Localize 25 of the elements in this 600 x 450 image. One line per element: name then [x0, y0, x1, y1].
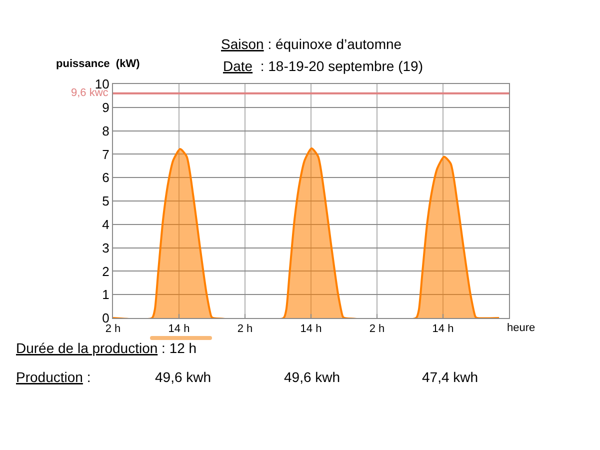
x-tick-label: 2 h: [105, 323, 121, 336]
y-tick-label: 8: [102, 123, 110, 138]
x-tick-label: 2 h: [237, 323, 253, 336]
y-tick-label: 5: [102, 194, 110, 209]
y-tick-label: 9: [102, 100, 110, 115]
y-tick-label: 6: [102, 170, 110, 186]
y-tick-label: 2: [102, 264, 110, 279]
text: 49,6 kwh: [284, 369, 340, 385]
x-tick-label: 2 h: [369, 323, 385, 336]
x-tick-label: 14 h: [300, 323, 322, 336]
ref-line-label: 9,6 kwc: [71, 87, 109, 99]
chart-title: Saison : équinoxe d’automne: [221, 36, 402, 52]
x-tick-label: 14 h: [432, 323, 454, 336]
y-tick-label: 3: [102, 240, 110, 256]
y-axis-title: puissance (kW): [56, 58, 140, 70]
y-tick-label: 4: [102, 216, 110, 232]
text: Durée de la production : 12 h: [16, 340, 197, 356]
text: 49,6 kwh: [155, 369, 212, 385]
y-tick-label: 1: [102, 287, 110, 302]
x-axis-title: heure: [507, 322, 536, 334]
chart-subtitle: Date : 18-19-20 septembre (19): [223, 58, 423, 74]
y-tick-label: 7: [102, 146, 110, 162]
text: Production :: [16, 369, 91, 385]
x-tick-label: 14 h: [168, 323, 190, 336]
text: 47,4 kwh: [422, 369, 478, 385]
